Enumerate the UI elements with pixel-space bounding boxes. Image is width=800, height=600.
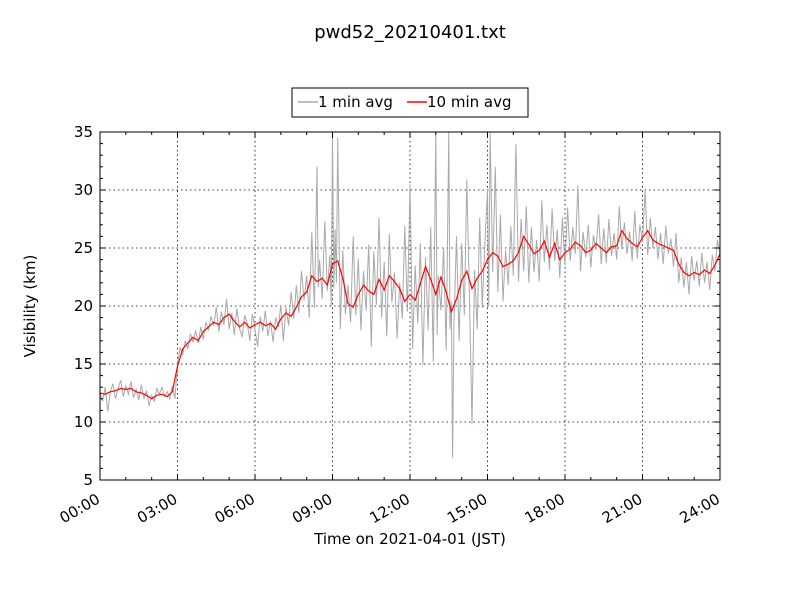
legend-label-1-min-avg: 1 min avg	[318, 93, 393, 111]
y-tick-label: 35	[74, 123, 93, 141]
y-tick-label: 5	[83, 471, 93, 489]
y-tick-label: 30	[74, 181, 93, 199]
y-tick-label: 20	[74, 297, 93, 315]
y-tick-label: 25	[74, 239, 93, 257]
legend-box	[291, 87, 529, 118]
legend: 1 min avg 10 min avg	[291, 87, 529, 118]
legend-label-10-min-avg: 10 min avg	[427, 93, 512, 111]
chart-title: pwd52_20210401.txt	[314, 22, 506, 43]
y-tick-label: 15	[74, 355, 93, 373]
axis-ticks	[99, 131, 721, 481]
plot-series	[99, 131, 721, 459]
y-tick-label: 10	[74, 413, 93, 431]
x-axis-label: Time on 2021-04-01 (JST)	[313, 530, 506, 548]
y-tick-labels: 5 10 15 20 25 30 35	[74, 123, 93, 489]
series-line-1-min-avg	[99, 131, 721, 459]
y-axis-label: Visibility (km)	[21, 255, 39, 358]
series-line-10-min-avg	[99, 229, 721, 400]
